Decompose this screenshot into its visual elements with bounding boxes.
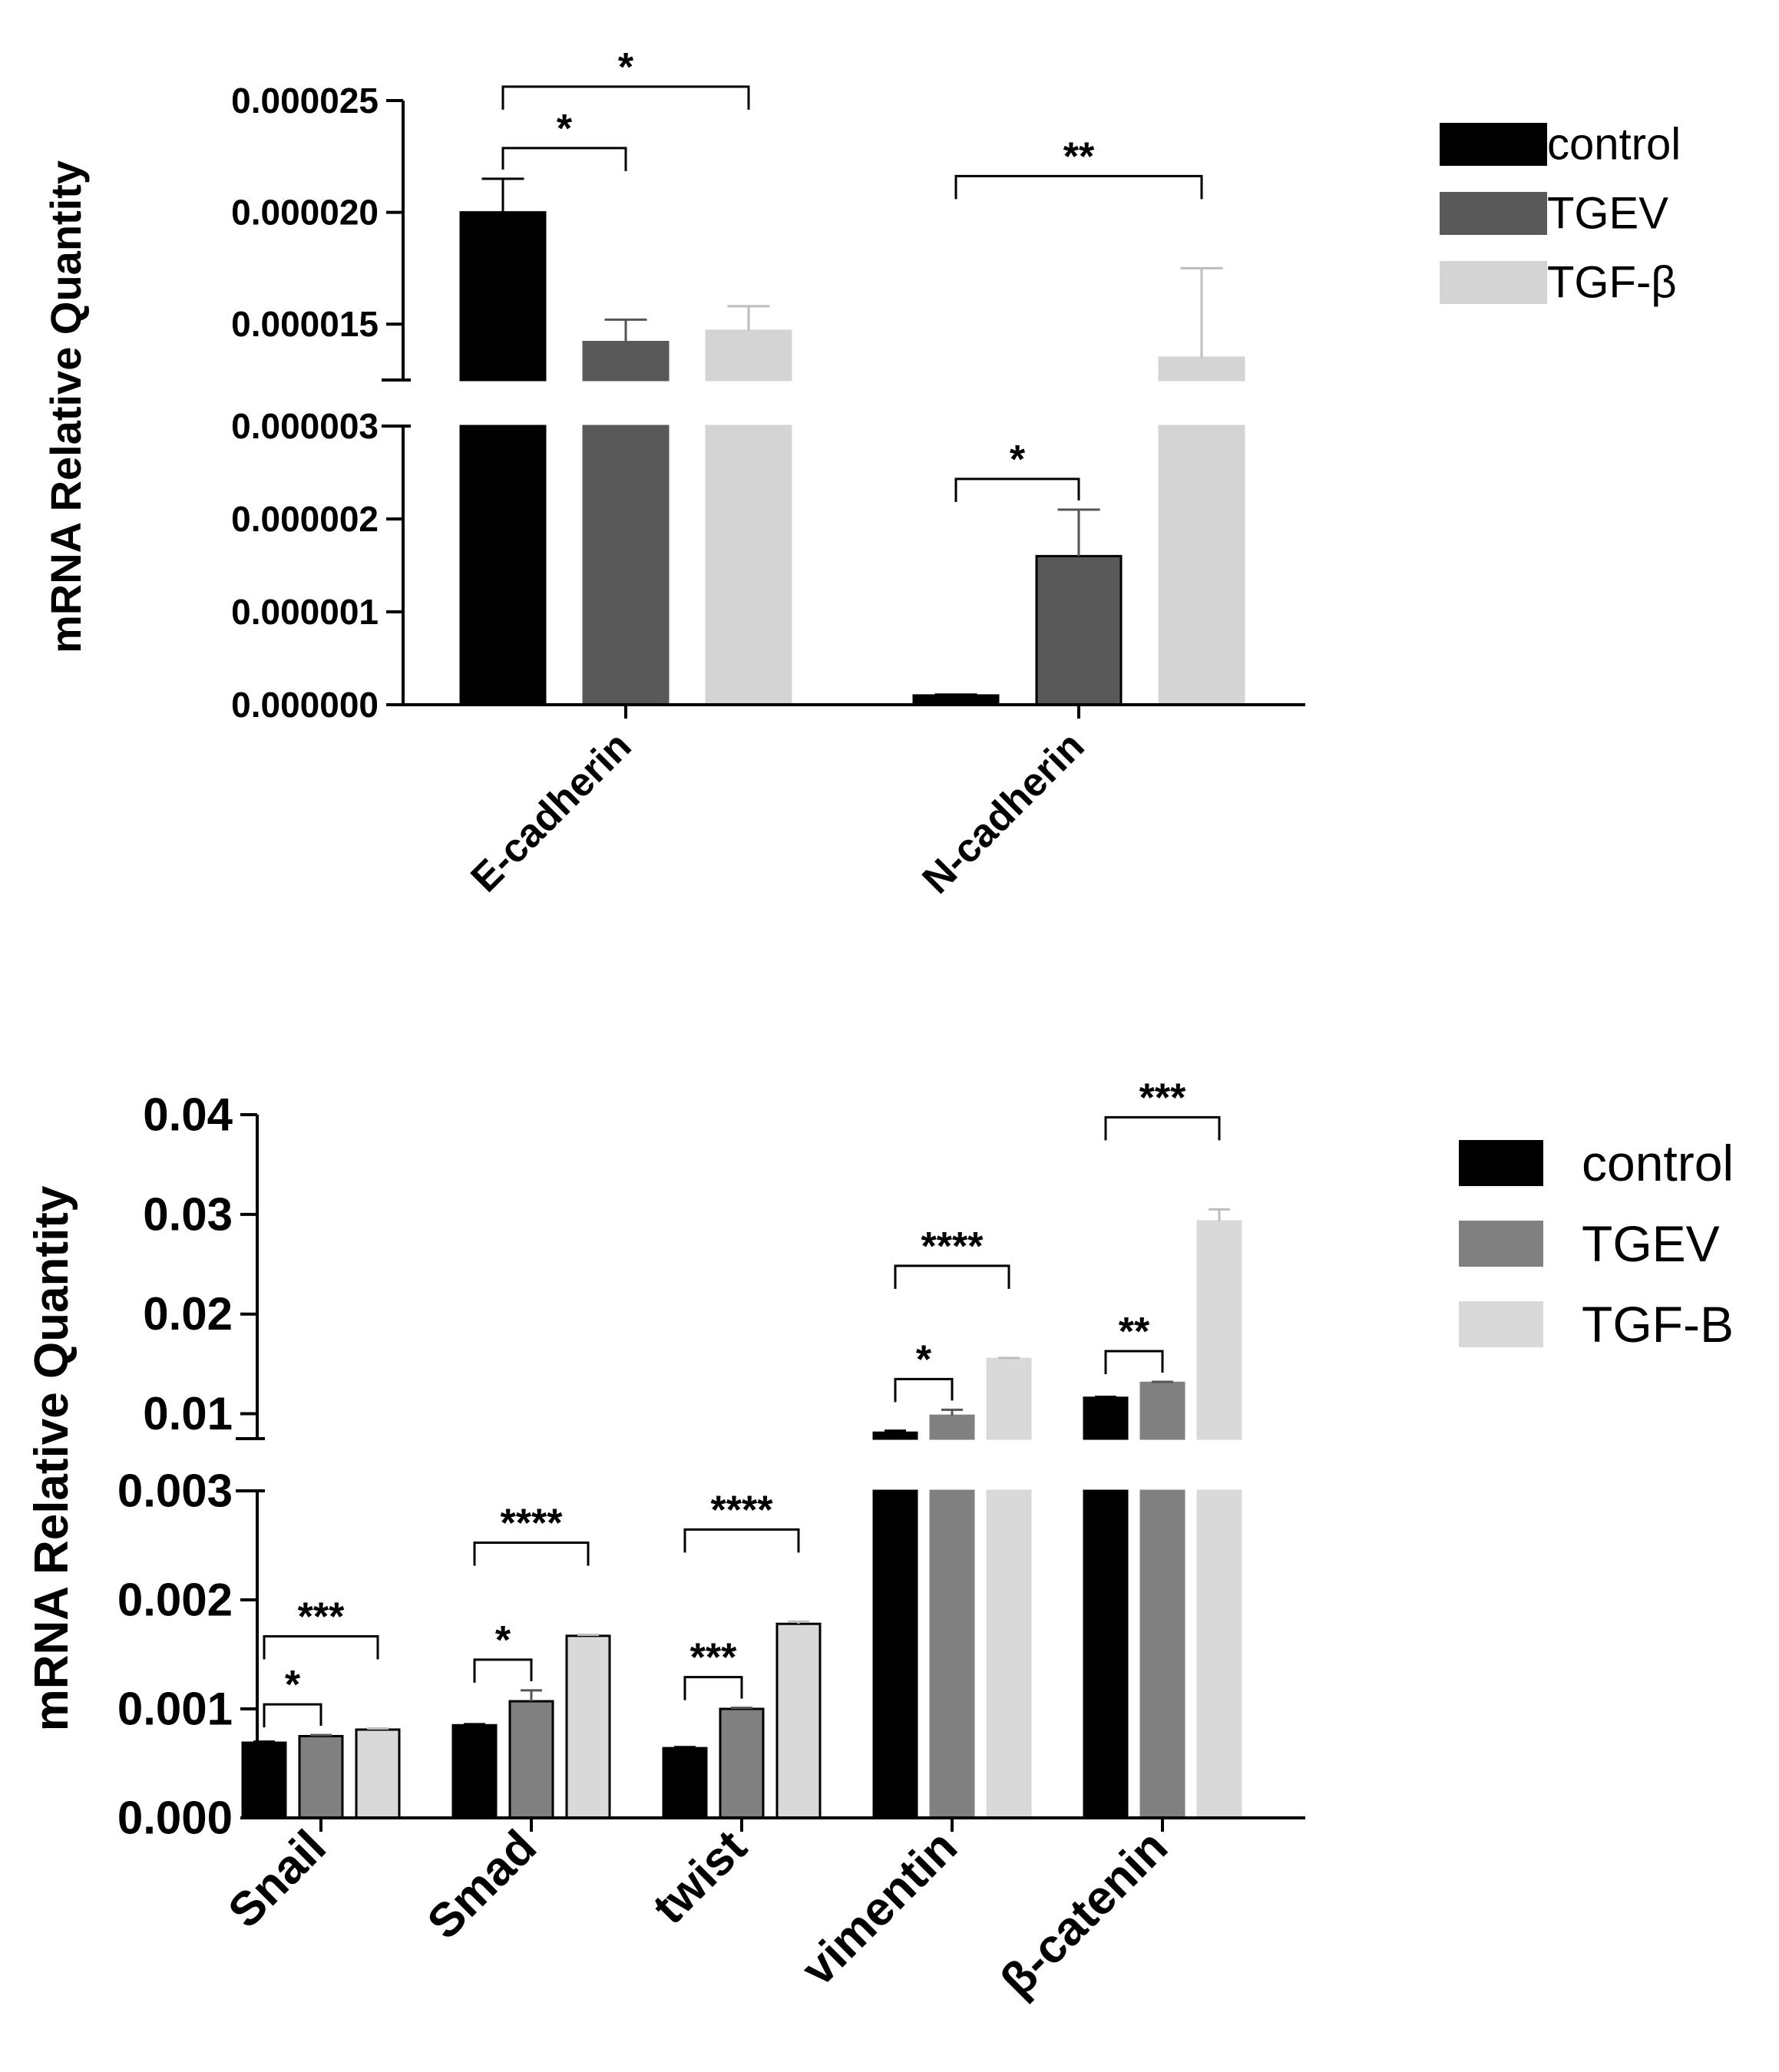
significance-vimentin-tgf-b-bracket bbox=[894, 1264, 1010, 1289]
significance-twist-tgev-bracket bbox=[683, 1676, 743, 1700]
y-tick-label: 0.000015 bbox=[231, 304, 379, 344]
significance-snail-tgf-b-label: *** bbox=[298, 1595, 345, 1640]
bar-snail-control bbox=[241, 1741, 287, 1819]
bar-vimentin-tgf-b-upper bbox=[986, 1357, 1032, 1440]
y-tick-label: 0.000001 bbox=[231, 592, 379, 632]
significance-vimentin-tgf-b-label: **** bbox=[921, 1224, 984, 1269]
bar-twist-control bbox=[662, 1746, 708, 1819]
significance-twist-tgev-label: *** bbox=[690, 1636, 737, 1680]
significance-smad-tgf-b-bracket bbox=[473, 1541, 590, 1566]
significance-n-cadherin-tgev-bracket bbox=[954, 478, 1080, 502]
bar-e-cadherin-tgev-upper bbox=[582, 340, 670, 382]
bar-n-cadherin-tgf-upper bbox=[1158, 356, 1245, 382]
significance-snail-tgev-bracket bbox=[263, 1703, 322, 1728]
bar-n-cadherin-tgev bbox=[1035, 554, 1123, 706]
y-tick-label: 0.002 bbox=[117, 1575, 233, 1626]
legend-swatch-tgf-b bbox=[1459, 1301, 1543, 1347]
significance-catenin-tgf-b-bracket bbox=[1104, 1115, 1221, 1141]
significance-e-cadherin-tgev-bracket bbox=[501, 147, 627, 171]
bar-catenin-control-lower bbox=[1083, 1489, 1129, 1819]
bar-twist-tgf-b bbox=[775, 1622, 822, 1819]
y-tick-label: 0.04 bbox=[143, 1089, 233, 1141]
bar-catenin-tgev-upper bbox=[1139, 1381, 1185, 1440]
significance-n-cadherin-tgf-label: ** bbox=[1063, 134, 1095, 179]
significance-vimentin-tgev-label: * bbox=[916, 1337, 932, 1382]
y-tick-label: 0.000000 bbox=[231, 685, 379, 725]
chart-1: 0.000000 0.000001 0.000002 0.000003 0.000015… bbox=[41, 45, 1681, 903]
bar-twist-tgev bbox=[719, 1707, 765, 1819]
bar-e-cadherin-control-upper bbox=[459, 211, 547, 382]
significance-vimentin-tgev-bracket bbox=[894, 1377, 954, 1403]
significance-e-cadherin-tgf-bracket bbox=[501, 85, 750, 110]
legend-label-tgf-b: TGF-B bbox=[1582, 1296, 1734, 1353]
y-axis-label: mRNA Relative Quantity bbox=[25, 1185, 78, 1731]
significance-smad-tgev-bracket bbox=[473, 1658, 533, 1683]
significance-catenin-tgev-label: ** bbox=[1119, 1310, 1150, 1354]
legend-swatch-control bbox=[1440, 123, 1547, 166]
bar-smad-tgf-b bbox=[565, 1634, 611, 1819]
y-tick-label: 0.000020 bbox=[231, 193, 379, 233]
y-tick-label: 0.000003 bbox=[231, 406, 379, 446]
legend-swatch-control bbox=[1459, 1140, 1543, 1186]
significance-e-cadherin-tgf-label: * bbox=[618, 45, 634, 90]
bar-n-cadherin-tgf-lower bbox=[1158, 425, 1245, 706]
bar-vimentin-tgev-lower bbox=[929, 1489, 975, 1819]
legend-swatch-tgf bbox=[1440, 261, 1547, 304]
significance-snail-tgf-b-bracket bbox=[263, 1635, 379, 1660]
y-tick-label: 0.03 bbox=[143, 1188, 233, 1240]
bar-e-cadherin-control-lower bbox=[459, 425, 547, 706]
legend-swatch-tgev bbox=[1440, 192, 1547, 235]
significance-smad-tgev-label: * bbox=[495, 1618, 511, 1663]
bar-snail-tgev bbox=[298, 1735, 344, 1819]
significance-catenin-tgf-b-label: *** bbox=[1139, 1076, 1186, 1120]
bar-vimentin-tgev-upper bbox=[929, 1414, 975, 1440]
y-tick-label: 0.01 bbox=[143, 1388, 233, 1439]
bar-smad-tgev bbox=[508, 1700, 554, 1819]
legend-label-control: control bbox=[1547, 120, 1681, 170]
significance-n-cadherin-tgf-bracket bbox=[954, 174, 1203, 200]
bar-vimentin-tgf-b-lower bbox=[986, 1489, 1032, 1819]
legend-label-tgf: TGF-β bbox=[1547, 258, 1677, 308]
legend-label-tgev: TGEV bbox=[1582, 1215, 1720, 1272]
bar-e-cadherin-tgf-upper bbox=[705, 329, 792, 382]
significance-catenin-tgev-bracket bbox=[1104, 1350, 1164, 1374]
bar-e-cadherin-tgf-lower bbox=[705, 425, 792, 706]
y-tick-label: 0.001 bbox=[117, 1684, 233, 1735]
y-tick-label: 0.000002 bbox=[231, 499, 379, 539]
bar-snail-tgf-b bbox=[355, 1728, 401, 1819]
bar-catenin-tgf-b-lower bbox=[1196, 1489, 1242, 1819]
bar-vimentin-control-upper bbox=[872, 1431, 918, 1440]
bar-catenin-control-upper bbox=[1083, 1396, 1129, 1440]
significance-smad-tgf-b-label: **** bbox=[501, 1501, 564, 1545]
significance-snail-tgev-label: * bbox=[285, 1663, 301, 1707]
bar-catenin-tgf-b-upper bbox=[1196, 1220, 1242, 1440]
y-tick-label: 0.003 bbox=[117, 1466, 233, 1517]
y-tick-label: 0.02 bbox=[143, 1288, 233, 1340]
legend-label-control: control bbox=[1582, 1135, 1734, 1191]
bar-smad-control bbox=[451, 1723, 498, 1819]
significance-twist-tgf-b-bracket bbox=[683, 1528, 800, 1553]
y-tick-label: 0.000025 bbox=[231, 81, 379, 121]
bar-catenin-tgev-lower bbox=[1139, 1489, 1185, 1819]
bar-e-cadherin-tgev-lower bbox=[582, 425, 670, 706]
legend-swatch-tgev bbox=[1459, 1221, 1543, 1267]
y-tick-label: 0.000 bbox=[117, 1793, 233, 1844]
significance-e-cadherin-tgev-label: * bbox=[557, 107, 573, 151]
bar-vimentin-control-lower bbox=[872, 1489, 918, 1819]
significance-twist-tgf-b-label: **** bbox=[711, 1488, 774, 1532]
y-axis-label: mRNA Relative Quantity bbox=[41, 160, 90, 653]
legend-label-tgev: TGEV bbox=[1547, 189, 1668, 239]
significance-n-cadherin-tgev-label: * bbox=[1010, 438, 1026, 482]
